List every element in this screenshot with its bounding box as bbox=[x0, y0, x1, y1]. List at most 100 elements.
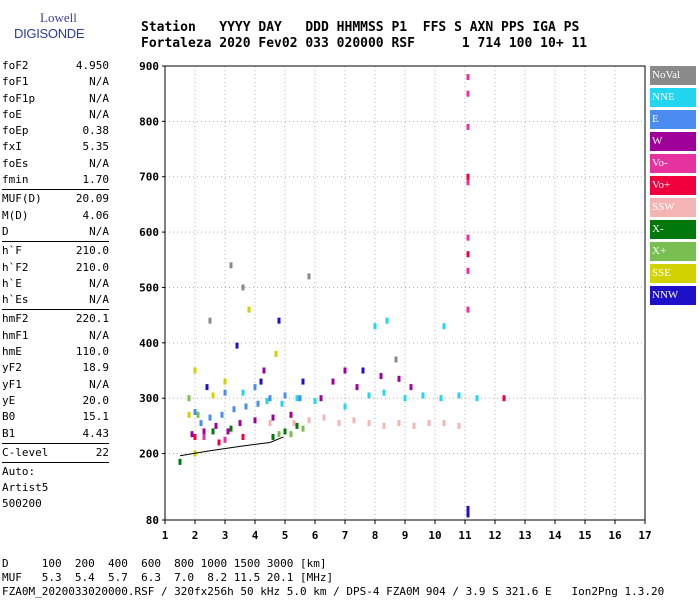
logo-line-2: DIGISONDE bbox=[14, 26, 85, 41]
param-name: hmE bbox=[2, 345, 22, 359]
x-tick-label: 11 bbox=[458, 529, 472, 542]
y-tick-label: 800 bbox=[139, 115, 159, 128]
point-w bbox=[355, 384, 359, 391]
legend-item-noval: NoVal bbox=[650, 66, 696, 85]
param-row: hmF1 N/A bbox=[2, 328, 109, 344]
param-value: 110.0 bbox=[75, 345, 109, 359]
legend-item-vo-: Vo+ bbox=[650, 176, 696, 195]
param-row: yE 20.0 bbox=[2, 393, 109, 409]
param-value: 20.0 bbox=[82, 393, 110, 407]
point-w bbox=[253, 417, 257, 424]
y-tick-label: 200 bbox=[139, 448, 159, 461]
param-name: h`F2 bbox=[2, 260, 29, 274]
point-vo- bbox=[466, 74, 470, 81]
param-name: fxI bbox=[2, 140, 22, 154]
x-tick-label: 10 bbox=[428, 529, 441, 542]
x-tick-label: 17 bbox=[638, 529, 651, 542]
point-w bbox=[202, 428, 206, 435]
param-name: B0 bbox=[2, 410, 16, 424]
point-x- bbox=[271, 433, 275, 440]
divider bbox=[2, 189, 109, 191]
autoscaling-code: 500200 bbox=[2, 497, 42, 511]
point-nne bbox=[313, 397, 317, 404]
legend-item-nnw: NNW bbox=[650, 286, 696, 305]
point-vo- bbox=[217, 439, 221, 446]
param-name: fmin bbox=[2, 173, 29, 187]
point-nnw bbox=[466, 511, 470, 518]
point-x- bbox=[301, 425, 305, 432]
point-ssw bbox=[412, 422, 416, 429]
point-sse bbox=[211, 392, 215, 399]
point-vo- bbox=[466, 179, 470, 186]
y-tick-label: 400 bbox=[139, 337, 159, 350]
param-name: hmF2 bbox=[2, 312, 29, 326]
point-e bbox=[232, 406, 236, 413]
point-nne bbox=[421, 392, 425, 399]
point-w bbox=[238, 420, 242, 427]
param-row: foF1 N/A bbox=[2, 74, 109, 90]
legend-item-nne: NNE bbox=[650, 88, 696, 107]
param-value: 220.1 bbox=[75, 312, 109, 326]
point-nnw bbox=[205, 384, 209, 391]
point-e bbox=[193, 409, 197, 416]
point-ssw bbox=[352, 417, 356, 424]
param-value: 4.43 bbox=[82, 426, 110, 440]
point-ssw bbox=[427, 420, 431, 427]
point-vo- bbox=[466, 90, 470, 97]
point-ssw bbox=[307, 417, 311, 424]
param-value: 15.1 bbox=[82, 410, 110, 424]
point-w bbox=[190, 431, 194, 438]
x-tick-label: 15 bbox=[578, 529, 591, 542]
param-row: foF2 4.950 bbox=[2, 58, 109, 74]
param-row: fxI 5.35 bbox=[2, 139, 109, 155]
param-name: h`F bbox=[2, 244, 22, 258]
param-value: N/A bbox=[89, 276, 109, 290]
y-tick-label: 900 bbox=[139, 60, 159, 73]
point-e bbox=[256, 400, 260, 407]
param-name: yF1 bbox=[2, 377, 22, 391]
point-ssw bbox=[268, 420, 272, 427]
point-e bbox=[199, 420, 203, 427]
point-vo- bbox=[466, 267, 470, 274]
param-group-muf: MUF(D) 20.09 M(D) 4.06 D N/A bbox=[2, 191, 109, 240]
x-tick-label: 9 bbox=[402, 529, 409, 542]
point-nne bbox=[439, 395, 443, 402]
footer-info: D 100 200 400 600 800 1000 1500 3000 [km… bbox=[2, 557, 664, 599]
point-noval bbox=[241, 284, 245, 291]
point-ssw bbox=[457, 422, 461, 429]
file-info-row: FZA0M_2020033020000.RSF / 320fx256h 50 k… bbox=[2, 585, 665, 598]
param-name: foF1p bbox=[2, 91, 36, 105]
point-noval bbox=[394, 356, 398, 363]
param-name: D bbox=[2, 224, 9, 238]
point-vo- bbox=[241, 433, 245, 440]
point-nne bbox=[373, 323, 377, 330]
point-x- bbox=[289, 431, 293, 438]
logo-line-1: Lowell bbox=[40, 10, 77, 25]
x-tick-label: 13 bbox=[518, 529, 531, 542]
param-row: foEs N/A bbox=[2, 156, 109, 172]
point-nnw bbox=[235, 342, 239, 349]
chart-points bbox=[178, 74, 506, 518]
distance-row: D 100 200 400 600 800 1000 1500 3000 [km… bbox=[2, 557, 327, 570]
param-value: N/A bbox=[89, 75, 109, 89]
point-nne bbox=[457, 392, 461, 399]
point-ssw bbox=[397, 420, 401, 427]
header-labels: Station YYYY DAY DDD HHMMSS P1 FFS S AXN… bbox=[141, 20, 580, 35]
param-value: 210.0 bbox=[75, 260, 109, 274]
legend-item-w: W bbox=[650, 132, 696, 151]
param-row: M(D) 4.06 bbox=[2, 208, 109, 224]
point-vo- bbox=[466, 251, 470, 258]
point-nne bbox=[241, 389, 245, 396]
param-name: hmF1 bbox=[2, 328, 29, 342]
point-e bbox=[223, 389, 227, 396]
param-row: fmin 1.70 bbox=[2, 172, 109, 188]
point-vo- bbox=[466, 123, 470, 130]
point-nnw bbox=[466, 505, 470, 512]
point-x- bbox=[196, 411, 200, 418]
profile-curve-line bbox=[179, 436, 284, 457]
point-vo- bbox=[502, 395, 506, 402]
point-ssw bbox=[337, 420, 341, 427]
point-e bbox=[244, 403, 248, 410]
point-e bbox=[253, 384, 257, 391]
